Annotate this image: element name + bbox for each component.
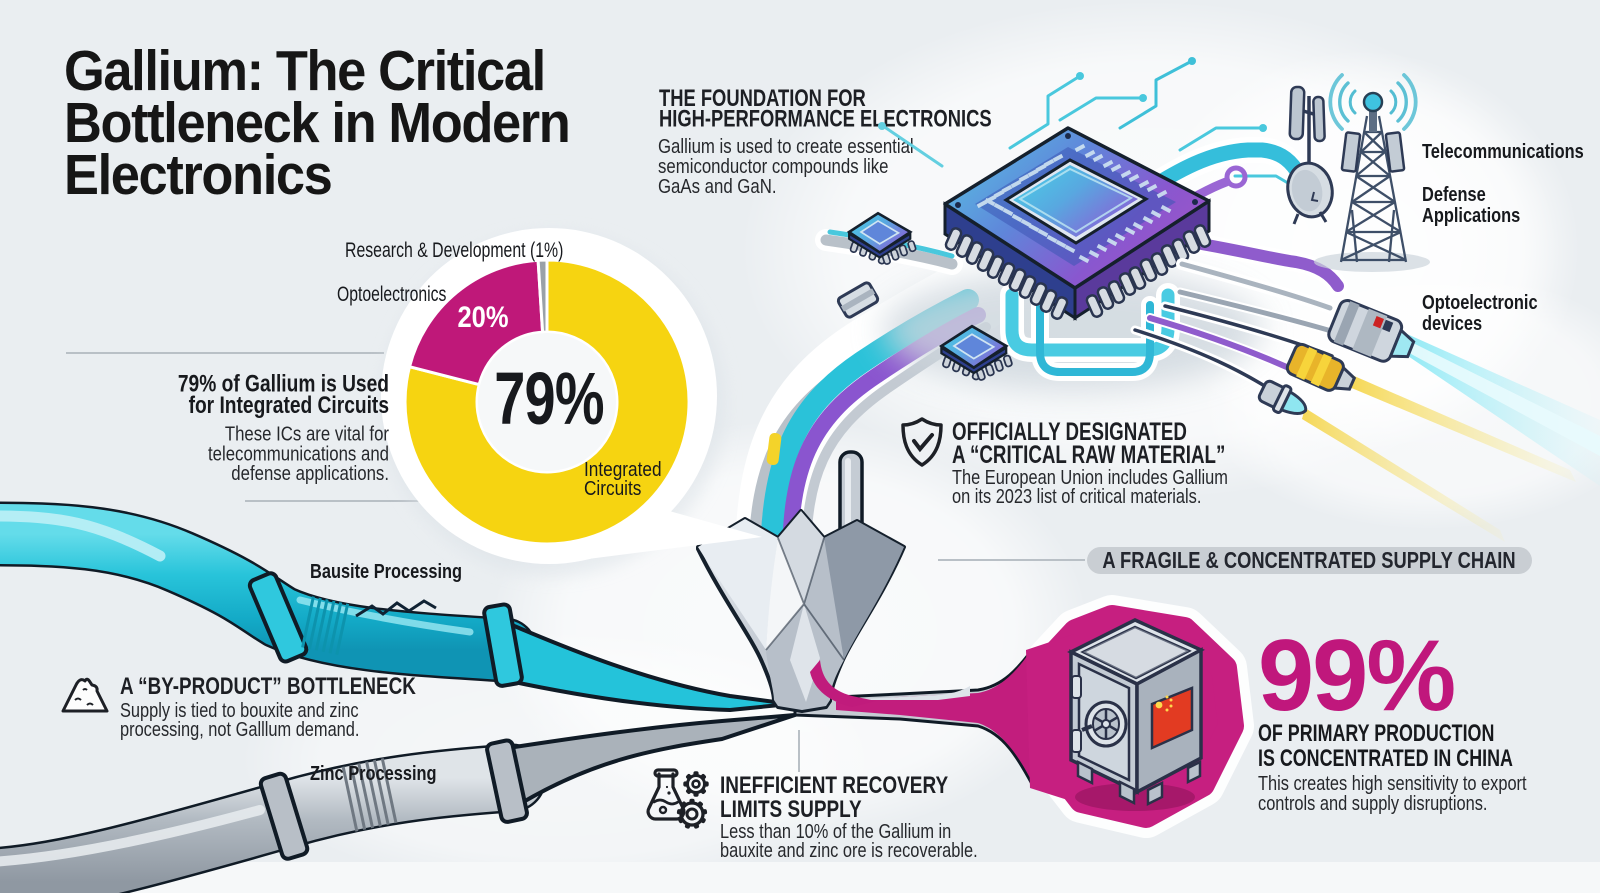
- svg-text:semiconductor compounds like: semiconductor compounds like: [658, 155, 888, 178]
- svg-text:Research & Development (1%): Research & Development (1%): [345, 238, 563, 262]
- svg-text:Integrated: Integrated: [584, 459, 662, 482]
- svg-text:Electronics: Electronics: [64, 142, 331, 207]
- svg-text:Gallium: The Critical: Gallium: The Critical: [64, 38, 545, 103]
- svg-text:A FRAGILE & CONCENTRATED SUPPL: A FRAGILE & CONCENTRATED SUPPLY CHAIN: [1102, 548, 1515, 574]
- svg-text:GaAs and GaN.: GaAs and GaN.: [658, 175, 776, 198]
- svg-text:This creates high sensitivity: This creates high sensitivity to export: [1258, 771, 1527, 794]
- svg-text:99%: 99%: [1258, 620, 1454, 732]
- svg-text:These ICs are vital for: These ICs are vital for: [225, 422, 389, 445]
- svg-text:defense applications.: defense applications.: [231, 462, 389, 485]
- svg-text:Telecommunications: Telecommunications: [1422, 139, 1584, 162]
- svg-text:79%: 79%: [494, 357, 604, 439]
- svg-text:Gallium is used to create esse: Gallium is used to create essential: [658, 135, 914, 158]
- svg-text:79% of Gallium is Used: 79% of Gallium is Used: [178, 369, 389, 397]
- svg-text:Zinc Processing: Zinc Processing: [310, 761, 437, 784]
- svg-text:THE FOUNDATION FOR: THE FOUNDATION FOR: [659, 83, 866, 111]
- svg-text:OFFICIALLY DESIGNATED: OFFICIALLY DESIGNATED: [952, 417, 1187, 445]
- svg-text:IS CONCENTRATED IN CHINA: IS CONCENTRATED IN CHINA: [1258, 744, 1513, 771]
- svg-text:A “BY-PRODUCT” BOTTLENECK: A “BY-PRODUCT” BOTTLENECK: [120, 672, 416, 700]
- svg-text:LIMITS SUPPLY: LIMITS SUPPLY: [720, 795, 862, 823]
- svg-text:Bausite Processing: Bausite Processing: [310, 559, 462, 582]
- svg-text:Applications: Applications: [1422, 203, 1520, 226]
- svg-text:The European Union includes Ga: The European Union includes Gallium: [952, 465, 1228, 488]
- svg-text:HIGH-PERFORMANCE ELECTRONICS: HIGH-PERFORMANCE ELECTRONICS: [659, 104, 992, 132]
- svg-text:Optoelectronics: Optoelectronics: [337, 282, 446, 306]
- svg-text:Circuits: Circuits: [584, 478, 641, 501]
- svg-text:INEFFICIENT RECOVERY: INEFFICIENT RECOVERY: [720, 771, 948, 799]
- svg-text:Optoelectronic: Optoelectronic: [1422, 290, 1538, 313]
- svg-text:Less than 10% of the Gallium i: Less than 10% of the Gallium in: [720, 819, 951, 842]
- svg-text:20%: 20%: [457, 300, 508, 333]
- svg-text:on its 2023 list of critical m: on its 2023 list of critical materials.: [952, 484, 1201, 507]
- svg-text:Supply is tied to bouxite and: Supply is tied to bouxite and zinc: [120, 698, 359, 721]
- svg-text:bauxite and zinc ore is recove: bauxite and zinc ore is recoverable.: [720, 838, 978, 861]
- svg-text:controls and supply disruption: controls and supply disruptions.: [1258, 791, 1487, 814]
- svg-text:Defense: Defense: [1422, 182, 1486, 205]
- svg-text:processing, not Galllum demand: processing, not Galllum demand.: [120, 717, 359, 740]
- svg-text:telecommunications and: telecommunications and: [208, 442, 389, 465]
- svg-text:for Integrated Circuits: for Integrated Circuits: [189, 391, 389, 419]
- svg-text:Bottleneck in Modern: Bottleneck in Modern: [64, 90, 569, 155]
- svg-text:A “CRITICAL RAW MATERIAL”: A “CRITICAL RAW MATERIAL”: [952, 440, 1225, 468]
- svg-text:OF PRIMARY PRODUCTION: OF PRIMARY PRODUCTION: [1258, 719, 1494, 746]
- svg-text:devices: devices: [1422, 311, 1482, 334]
